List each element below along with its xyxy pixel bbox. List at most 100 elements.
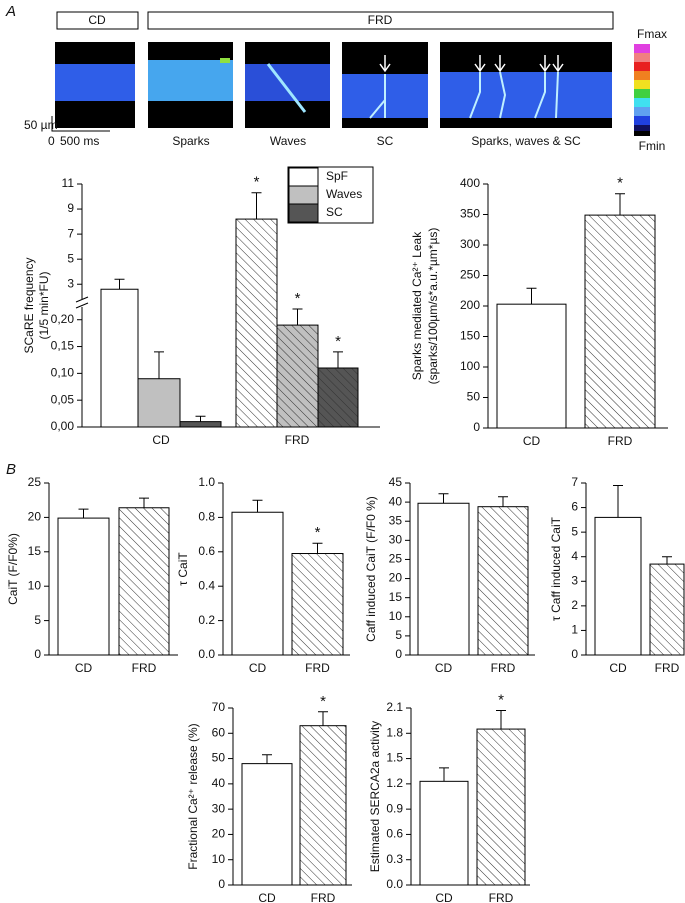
error-bar: [292, 308, 303, 326]
y-tick-label: 6: [571, 500, 578, 514]
bar: [179, 421, 222, 428]
y-tick-label: 5: [395, 628, 402, 642]
y-tick-label: 0.6: [386, 827, 403, 841]
y-tick-label: 15: [389, 590, 403, 604]
y-tick-label: 5: [67, 251, 74, 265]
y-tick-label: 10: [28, 578, 42, 592]
x-tick-label: FRD: [132, 661, 157, 675]
colorbar: [634, 44, 650, 136]
panel-label: B: [6, 461, 16, 478]
y-tick-label: 25: [28, 475, 42, 489]
y-axis-label: τ CaiT: [176, 552, 190, 586]
bar: [241, 763, 293, 886]
x-tick-label: FRD: [311, 891, 336, 903]
bar: [231, 511, 284, 656]
y-axis-label: (sparks/100µm/s*a.u.*µm*µs): [426, 228, 440, 385]
x-tick-label: CD: [523, 434, 541, 448]
y-tick-label: 3: [67, 276, 74, 290]
colorbar-min: Fmin: [639, 139, 666, 153]
bar: [57, 517, 110, 656]
error-bar: [333, 351, 343, 368]
y-tick-label: 0.3: [386, 852, 403, 866]
axis-break: [75, 302, 89, 309]
significance: *: [295, 290, 301, 307]
bar: [118, 507, 170, 656]
y-tick-label: 1.2: [386, 776, 403, 790]
bar: [317, 367, 359, 428]
x-tick-label: CD: [258, 891, 276, 903]
y-tick-label: 4: [571, 549, 578, 563]
bar: [496, 303, 567, 429]
x-tick-label: FRD: [285, 433, 310, 447]
error-bar: [251, 192, 262, 220]
y-tick-label: 0,00: [51, 419, 75, 433]
y-tick-label: 7: [571, 475, 578, 489]
y-tick-label: 0,15: [51, 339, 75, 353]
group-label: FRD: [368, 13, 393, 27]
y-tick-label: 0,10: [51, 366, 75, 380]
error-bar: [439, 767, 449, 782]
error-bar: [526, 287, 537, 305]
error-bar: [438, 493, 449, 504]
y-tick-label: 0: [571, 647, 578, 661]
significance: *: [498, 691, 504, 708]
y-tick-label: 0: [395, 647, 402, 661]
image-label: SC: [377, 134, 394, 148]
axis-break: [75, 296, 89, 303]
error-bar: [312, 542, 323, 554]
y-tick-label: 60: [212, 725, 226, 739]
x-tick-label: CD: [435, 661, 453, 675]
y-tick-label: 10: [212, 852, 226, 866]
significance: *: [335, 333, 341, 350]
x-tick-label: FRD: [655, 661, 680, 675]
x-tick-label: FRD: [491, 661, 516, 675]
bar: [100, 288, 139, 428]
scale-bar: [51, 116, 110, 132]
y-tick-label: 25: [389, 552, 403, 566]
error-bar: [252, 499, 263, 513]
bar: [276, 324, 319, 428]
bar: [291, 553, 344, 656]
scale-length: 50 µm: [24, 118, 58, 132]
y-axis-label: CaiT (F/F0%): [6, 533, 20, 605]
significance: *: [315, 524, 321, 541]
x-tick-label: CD: [249, 661, 267, 675]
y-tick-label: 0.4: [198, 578, 215, 592]
y-tick-label: 350: [460, 207, 480, 221]
y-tick-label: 20: [212, 827, 226, 841]
y-tick-label: 400: [460, 176, 480, 190]
y-tick-label: 70: [212, 700, 226, 714]
y-tick-label: 0,20: [51, 312, 75, 326]
error-bar: [139, 497, 149, 508]
bar: [235, 218, 278, 428]
error-bar: [615, 193, 625, 216]
scale-time-start: 0: [48, 134, 55, 148]
y-tick-label: 40: [389, 494, 403, 508]
y-tick-label: 0.9: [386, 801, 403, 815]
error-bar: [498, 496, 508, 507]
y-axis-label: τ Caff induced CaiT: [549, 516, 563, 621]
legend-label: Waves: [326, 187, 362, 201]
y-tick-label: 0.6: [198, 544, 215, 558]
legend-swatch: [288, 185, 319, 205]
x-tick-label: FRD: [305, 661, 330, 675]
y-tick-label: 45: [389, 475, 403, 489]
y-tick-label: 40: [212, 776, 226, 790]
y-tick-label: 1.5: [386, 751, 403, 765]
colorbar-max: Fmax: [637, 27, 667, 41]
image-label: Waves: [270, 134, 306, 148]
y-axis-label: Fractional Ca²⁺ release (%): [186, 723, 200, 869]
error-bar: [195, 415, 206, 422]
y-tick-label: 0.0: [198, 647, 215, 661]
bar: [477, 506, 529, 656]
y-tick-label: 20: [28, 510, 42, 524]
legend-swatch: [288, 203, 319, 223]
y-tick-label: 20: [389, 571, 403, 585]
y-tick-label: 5: [34, 613, 41, 627]
y-tick-label: 2: [571, 598, 578, 612]
y-axis-label: (1/5 min*FU): [37, 271, 51, 339]
error-bar: [154, 351, 164, 379]
y-tick-label: 0.0: [386, 877, 403, 891]
x-tick-label: CD: [435, 891, 453, 903]
error-bar: [496, 710, 506, 730]
